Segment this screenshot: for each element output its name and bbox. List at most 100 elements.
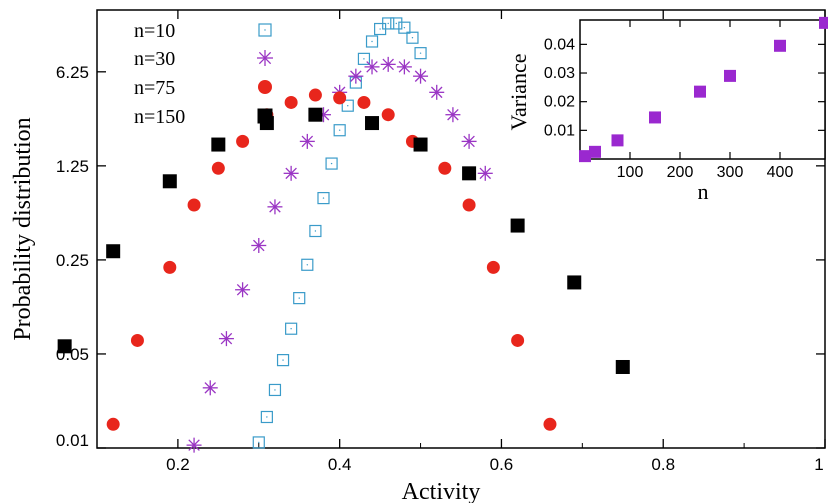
inset-y-tick-label: 0.03 bbox=[544, 65, 575, 82]
data-point bbox=[462, 198, 476, 212]
data-point bbox=[381, 108, 395, 122]
inset-y-tick-label: 0.02 bbox=[544, 94, 575, 111]
data-point bbox=[317, 191, 330, 205]
data-point bbox=[252, 436, 265, 449]
data-point bbox=[130, 333, 144, 347]
y-tick-label: 1.25 bbox=[56, 157, 89, 176]
data-point bbox=[382, 17, 395, 30]
legend-marker-n-75 bbox=[258, 80, 272, 94]
inset-x-tick-label: 200 bbox=[667, 164, 694, 181]
data-point bbox=[202, 380, 218, 396]
data-point bbox=[235, 282, 251, 298]
x-tick-label: 0.8 bbox=[651, 455, 675, 474]
x-tick-label: 0.6 bbox=[490, 455, 514, 474]
inset-y-axis-label: Variance bbox=[506, 54, 531, 131]
inset-data-point bbox=[724, 69, 736, 82]
inset-data-point bbox=[819, 16, 828, 29]
data-point bbox=[308, 88, 322, 102]
inset-data-point bbox=[611, 134, 624, 147]
inset-plot-marks bbox=[579, 16, 828, 163]
data-point bbox=[276, 354, 290, 367]
data-point bbox=[380, 56, 396, 72]
data-point bbox=[299, 133, 315, 149]
data-point bbox=[309, 224, 322, 238]
data-point bbox=[163, 260, 177, 274]
data-point bbox=[260, 410, 273, 424]
data-point bbox=[510, 218, 525, 233]
inset-x-tick-label: 100 bbox=[617, 164, 644, 181]
data-point bbox=[236, 134, 250, 148]
data-point bbox=[57, 339, 72, 354]
data-point bbox=[406, 31, 419, 44]
data-point bbox=[187, 198, 201, 212]
y-tick-label: 0.25 bbox=[56, 251, 89, 270]
inset-data-point bbox=[589, 145, 601, 158]
data-point bbox=[364, 59, 380, 75]
data-point bbox=[333, 91, 347, 105]
data-point bbox=[396, 59, 412, 75]
data-point bbox=[511, 333, 525, 347]
main-plot-marks bbox=[57, 17, 630, 453]
inset-x-axis-label: n bbox=[698, 179, 709, 204]
main-plot-frame bbox=[96, 9, 826, 449]
inset-data-point bbox=[649, 111, 661, 124]
data-point bbox=[413, 68, 429, 84]
data-point bbox=[365, 116, 380, 131]
data-point bbox=[543, 417, 557, 431]
data-point bbox=[325, 157, 338, 170]
data-point bbox=[106, 244, 121, 259]
main-axis-ticks: 0.2 0.4 0.6 0.8 10.010.050.251.256.25 bbox=[56, 10, 826, 474]
legend-label-n75: n=75 bbox=[134, 77, 175, 99]
data-point bbox=[333, 124, 346, 137]
data-point bbox=[461, 133, 477, 149]
data-point bbox=[357, 52, 371, 65]
data-point bbox=[615, 359, 630, 374]
inset-y-tick-label: 0.01 bbox=[544, 122, 575, 139]
data-point bbox=[283, 165, 299, 181]
inset-x-tick-label: 300 bbox=[717, 164, 744, 181]
data-point bbox=[413, 137, 428, 152]
data-point bbox=[308, 107, 323, 122]
data-point bbox=[301, 258, 314, 271]
x-tick-label: 0.2 bbox=[166, 455, 190, 474]
data-point bbox=[398, 21, 411, 34]
inset-x-tick-label: 400 bbox=[767, 164, 794, 181]
legend-marker-n-30 bbox=[257, 50, 273, 66]
legend-marker-n-10 bbox=[258, 23, 272, 37]
x-tick-label: 1 bbox=[814, 455, 823, 474]
inset-data-point bbox=[694, 85, 706, 98]
series-n-10 bbox=[252, 17, 427, 449]
data-point bbox=[429, 84, 445, 100]
series-n-75 bbox=[106, 88, 557, 431]
data-point bbox=[293, 292, 306, 305]
data-point bbox=[285, 322, 298, 335]
data-point bbox=[341, 99, 354, 112]
x-axis-label: Activity bbox=[402, 479, 481, 503]
data-point bbox=[357, 95, 371, 109]
inset-axis-ticks: 100 200 300 400 0.01 0.02 0.03 0.04 bbox=[544, 20, 825, 181]
legend-label-n10: n=10 bbox=[134, 20, 175, 42]
data-point bbox=[267, 199, 283, 215]
legend-markers bbox=[257, 23, 273, 124]
inset-y-tick-label: 0.04 bbox=[544, 36, 575, 53]
data-point bbox=[284, 95, 298, 109]
data-point bbox=[211, 161, 225, 175]
series-n-150 bbox=[57, 107, 630, 374]
data-point bbox=[438, 161, 452, 175]
inset-data-point bbox=[774, 39, 786, 52]
legend-label-n150: n=150 bbox=[134, 106, 185, 128]
data-point bbox=[414, 47, 427, 60]
y-axis-label: Probability distribution bbox=[10, 117, 36, 340]
y-tick-label: 6.25 bbox=[56, 63, 89, 82]
data-point bbox=[251, 237, 267, 253]
data-point bbox=[477, 165, 493, 181]
data-point bbox=[567, 275, 582, 290]
inset-series-variance bbox=[579, 16, 828, 163]
data-point bbox=[268, 383, 282, 397]
data-point bbox=[186, 437, 202, 453]
data-point bbox=[390, 17, 403, 30]
data-point bbox=[348, 68, 364, 84]
data-point bbox=[218, 331, 234, 347]
x-tick-label: 0.4 bbox=[328, 455, 352, 474]
